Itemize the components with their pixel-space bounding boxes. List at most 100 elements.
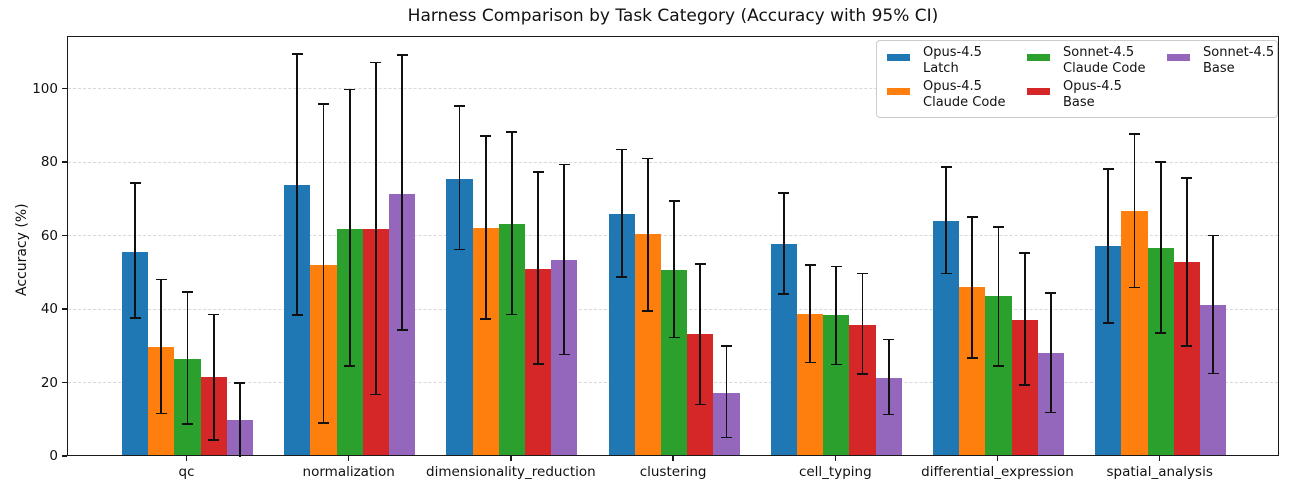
error-bar-cap-bottom [778, 293, 790, 296]
error-bar-cap-bottom [1207, 372, 1219, 375]
y-tick-label: 100 [32, 80, 58, 97]
error-bar-cap-bottom [1045, 411, 1057, 414]
y-tick-mark [62, 87, 67, 90]
error-bar [1107, 168, 1110, 323]
error-bar [1133, 134, 1136, 288]
legend-label: Sonnet-4.5 Claude Code [1063, 45, 1146, 76]
error-bar-cap-top [940, 166, 952, 168]
error-bar [861, 273, 864, 375]
error-bar-cap-top [966, 215, 978, 218]
error-bar-cap-top [1019, 252, 1031, 254]
y-tick-mark [62, 455, 67, 457]
gridline [68, 161, 1278, 163]
error-bar-cap-top [155, 278, 167, 281]
error-bar-cap-top [694, 262, 706, 265]
error-bar-cap-top [234, 381, 246, 384]
error-bar-cap-bottom [155, 412, 167, 415]
error-bar [725, 346, 728, 438]
legend-swatch [1027, 54, 1050, 61]
legend-item-1: Opus-4.5 Latch [887, 45, 982, 77]
error-bar [134, 183, 136, 318]
y-tick-label: 60 [40, 227, 58, 244]
error-bar-cap-bottom [291, 314, 303, 316]
error-bar-cap-top [616, 148, 628, 151]
legend-label: Opus-4.5 Latch [923, 45, 982, 76]
error-bar [1159, 161, 1162, 333]
legend-item-4: Opus-4.5 Base [1027, 79, 1122, 111]
error-bar-cap-top [993, 226, 1004, 228]
error-bar-cap-top [804, 264, 816, 267]
error-bar-cap-top [1155, 161, 1167, 163]
x-tick-mark [1158, 456, 1161, 461]
error-bar [835, 266, 838, 365]
error-bar-cap-top [883, 338, 895, 341]
error-bar-cap-top [721, 345, 732, 347]
error-bar [160, 279, 163, 414]
gridline [68, 235, 1278, 237]
error-bar-cap-top [1129, 133, 1140, 135]
error-bar-cap-bottom [1155, 331, 1167, 334]
x-tick-label: cell_typing [798, 464, 872, 480]
legend-item-2: Opus-4.5 Claude Code [887, 79, 1006, 111]
x-tick-mark [672, 456, 674, 461]
y-tick-label: 80 [40, 154, 58, 171]
error-bar-cap-bottom [642, 310, 654, 312]
error-bar-cap-bottom [396, 329, 408, 332]
error-bar [971, 216, 974, 358]
error-bar-cap-top [396, 54, 408, 56]
x-tick-mark [510, 456, 512, 461]
y-tick-label: 20 [40, 374, 58, 391]
y-tick-mark [62, 161, 67, 163]
error-bar-cap-bottom [993, 365, 1004, 367]
error-bar-cap-bottom [1181, 345, 1193, 347]
error-bar-cap-top [1045, 291, 1057, 294]
error-bar [945, 167, 947, 274]
y-tick-label: 40 [40, 301, 58, 318]
error-bar-cap-bottom [940, 272, 952, 275]
error-bar-cap-top [642, 157, 654, 160]
x-tick-label: normalization [302, 464, 395, 480]
y-tick-label: 0 [49, 448, 58, 464]
legend-swatch [1167, 54, 1190, 61]
error-bar-cap-bottom [506, 313, 518, 316]
x-tick-mark [996, 456, 999, 461]
error-bar-cap-bottom [370, 393, 382, 396]
error-bar-cap-bottom [668, 336, 680, 339]
x-tick-label: differential_expression [921, 464, 1074, 480]
error-bar [647, 158, 649, 312]
error-bar-cap-bottom [966, 356, 978, 359]
y-tick-mark [62, 308, 67, 310]
error-bar [212, 314, 215, 441]
error-bar-cap-bottom [208, 439, 220, 441]
error-bar [1186, 177, 1188, 347]
error-bar-cap-top [778, 191, 790, 194]
error-bar [239, 382, 241, 457]
x-tick-label: dimensionality_reduction [426, 464, 596, 480]
x-tick-label: clustering [639, 464, 707, 480]
error-bar-cap-top [291, 53, 303, 56]
error-bar [348, 89, 351, 366]
error-bar [699, 263, 702, 405]
error-bar-cap-top [480, 135, 492, 138]
error-bar-cap-bottom [318, 421, 329, 424]
error-bar-cap-top [830, 265, 842, 268]
legend-swatch [887, 54, 910, 61]
error-bar [296, 54, 299, 316]
error-bar-cap-bottom [1129, 286, 1140, 289]
legend: Opus-4.5 Latch Opus-4.5 Claude Code Sonnet… [876, 40, 1278, 118]
legend-label: Opus-4.5 Claude Code [923, 79, 1006, 110]
error-bar-cap-top [370, 61, 382, 64]
x-tick-label: spatial_analysis [1106, 464, 1213, 480]
x-tick-mark [834, 456, 837, 461]
error-bar [375, 62, 377, 395]
y-tick-mark [62, 234, 67, 237]
error-bar-cap-top [532, 171, 544, 173]
legend-item-5: Sonnet-4.5 Base [1167, 45, 1274, 77]
error-bar [186, 292, 189, 425]
error-bar-cap-bottom [857, 373, 868, 376]
error-bar-cap-top [208, 313, 220, 316]
error-bar-cap-top [1181, 176, 1193, 179]
legend-label: Sonnet-4.5 Base [1203, 45, 1275, 76]
gridline [68, 88, 1278, 90]
error-bar-cap-top [454, 105, 465, 107]
